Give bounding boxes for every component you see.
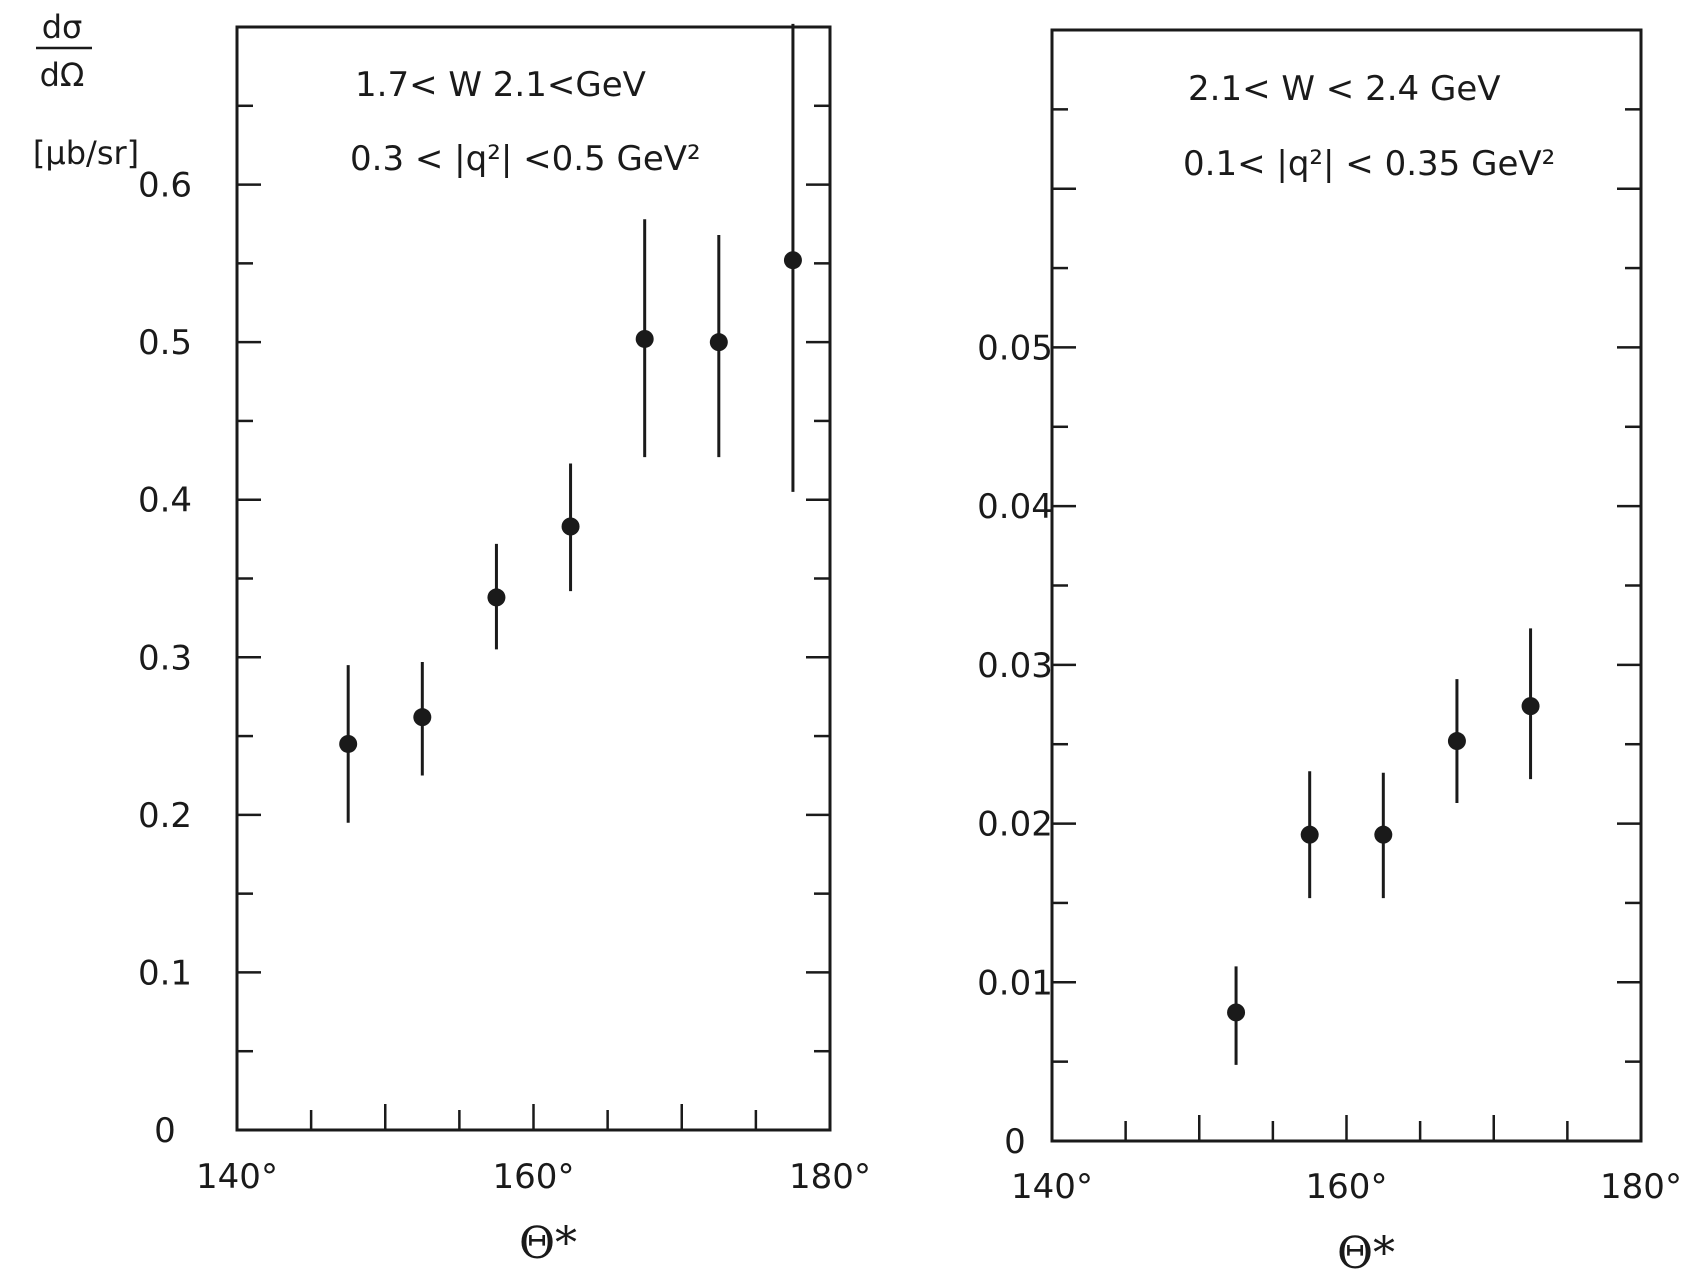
left-x-tick-label: 180° — [789, 1157, 871, 1197]
left-data-point-6 — [783, 251, 802, 270]
left-ticks — [237, 104, 830, 1130]
left-tick-labels: 0 0.1 0.2 0.3 0.4 0.5 0.6 140° 160° 180° — [138, 166, 871, 1197]
left-y-tick-label: 0.3 — [138, 638, 192, 678]
left-y-tick-label: 0 — [154, 1111, 176, 1151]
right-data-point-0 — [1227, 1003, 1246, 1022]
left-panel: 0 0.1 0.2 0.3 0.4 0.5 0.6 140° 160° 180° dσ dΩ [μ… — [33, 8, 871, 1269]
right-y-tick-label: 0.02 — [977, 805, 1053, 845]
right-annotation-w-range: 2.1< W < 2.4 GeV — [1188, 69, 1501, 109]
left-y-tick-label: 0.6 — [138, 166, 192, 206]
right-x-tick-label: 160° — [1306, 1167, 1388, 1207]
left-y-tick-label: 0.4 — [138, 481, 192, 521]
right-y-tick-label: 0.03 — [977, 646, 1053, 686]
left-x-tick-label: 160° — [493, 1157, 575, 1197]
right-xlabel: Θ* — [1337, 1228, 1395, 1271]
left-y-tick-label: 0.5 — [138, 323, 192, 363]
left-xlabel: Θ* — [519, 1218, 577, 1269]
left-data-points — [339, 23, 802, 823]
right-ticks — [1052, 108, 1641, 1141]
left-y-tick-label: 0.2 — [138, 796, 192, 836]
left-data-point-0 — [339, 734, 358, 753]
left-data-point-4 — [635, 329, 654, 348]
left-plot-frame — [235, 25, 832, 1132]
left-data-point-3 — [561, 517, 580, 536]
right-annotation-q2-range: 0.1< |q²| < 0.35 GeV² — [1183, 144, 1555, 184]
left-annotation-w-range: 1.7< W 2.1<GeV — [355, 65, 646, 105]
right-data-point-3 — [1447, 732, 1466, 751]
right-y-tick-label: 0.05 — [977, 328, 1053, 368]
right-data-points — [1227, 628, 1540, 1065]
left-data-point-2 — [487, 588, 506, 607]
left-annotation-q2-range: 0.3 < |q²| <0.5 GeV² — [350, 139, 701, 179]
ylabel-numerator: dσ — [42, 8, 83, 46]
right-x-tick-label: 140° — [1011, 1167, 1093, 1207]
ylabel-units: [μb/sr] — [33, 134, 139, 172]
right-y-tick-label: 0.01 — [977, 963, 1053, 1003]
right-y-tick-label: 0.04 — [977, 487, 1053, 527]
right-data-point-1 — [1300, 825, 1319, 844]
right-panel: 0 0.01 0.02 0.03 0.04 0.05 140° 160° 180° 2.1< W… — [977, 28, 1682, 1271]
ylabel-denominator: dΩ — [40, 56, 85, 94]
left-y-tick-label: 0.1 — [138, 953, 192, 993]
right-y-tick-label: 0 — [1004, 1122, 1026, 1162]
right-data-point-4 — [1521, 697, 1540, 716]
right-data-point-2 — [1374, 825, 1393, 844]
right-plot-frame — [1050, 28, 1643, 1143]
left-data-point-1 — [413, 708, 432, 727]
left-data-point-5 — [709, 333, 728, 352]
right-x-tick-label: 180° — [1600, 1167, 1682, 1207]
right-tick-labels: 0 0.01 0.02 0.03 0.04 0.05 140° 160° 180° — [977, 328, 1682, 1207]
left-x-tick-label: 140° — [196, 1157, 278, 1197]
